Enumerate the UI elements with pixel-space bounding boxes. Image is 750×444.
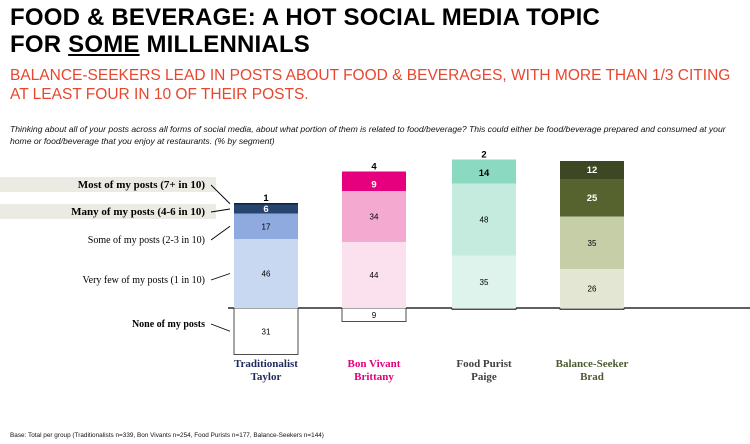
legend-leader-0	[210, 184, 231, 205]
bar-s1-c0	[234, 239, 298, 308]
bar-s4-c2	[452, 159, 516, 163]
bar-s4-c1	[342, 171, 406, 178]
category-label-1-line-1: Brittany	[354, 371, 394, 383]
bar-s2-c3	[560, 216, 624, 269]
data-label-s4-c2: 2	[481, 150, 486, 161]
legend-leader-4	[210, 323, 231, 332]
legend-leader-2	[210, 225, 231, 241]
data-label-s2-c2: 48	[480, 216, 489, 225]
data-label-none-0: 31	[262, 327, 271, 336]
bar-s2-c0	[234, 213, 298, 239]
data-label-s1-c0: 46	[262, 270, 271, 279]
category-label-3-line-0: Balance-Seeker	[556, 358, 629, 370]
bar-s4-c0	[234, 203, 298, 205]
data-label-s1-c3: 26	[588, 285, 597, 294]
legend-band-0	[0, 177, 216, 192]
data-label-s4-c1: 4	[371, 162, 377, 173]
legend-band-1	[0, 204, 216, 219]
category-label-0-line-1: Taylor	[251, 371, 282, 383]
subtitle: BALANCE-SEEKERS LEAD IN POSTS ABOUT FOOD…	[10, 67, 731, 103]
legend-label-4: None of my posts	[132, 319, 205, 330]
data-label-s3-c0: 6	[263, 204, 268, 215]
bar-s3-c3	[560, 179, 624, 217]
bar-s4-c3	[560, 161, 624, 179]
data-label-s3-c1: 9	[371, 179, 376, 190]
legend-leader-1	[210, 208, 231, 213]
bar-s1-c2	[452, 255, 516, 308]
bar-s3-c2	[452, 162, 516, 184]
title-line-2-suffix: MILLENNIALS	[139, 31, 311, 58]
title-line-2-prefix: FOR	[10, 31, 69, 58]
data-label-s3-c2: 14	[479, 168, 490, 179]
data-label-s2-c1: 34	[370, 213, 379, 222]
category-label-1-line-0: Bon Vivant	[348, 358, 401, 370]
category-label-2-line-1: Paige	[471, 371, 497, 383]
legend-label-1: Many of my posts (4-6 in 10)	[71, 206, 205, 218]
bar-none-0	[233, 307, 299, 355]
legend-label-2: Some of my posts (2-3 in 10)	[88, 235, 205, 246]
data-label-s2-c0: 17	[262, 222, 271, 231]
data-label-s1-c2: 35	[480, 278, 489, 287]
legend-label-0: Most of my posts (7+ in 10)	[78, 179, 206, 191]
title-emphasis: SOME	[68, 31, 140, 58]
bar-s2-c1	[342, 191, 406, 242]
title-line-1: FOOD & BEVERAGE: A HOT SOCIAL MEDIA TOPI…	[10, 4, 601, 31]
category-label-2-line-0: Food Purist	[456, 358, 512, 370]
base-note: Base: Total per group (Traditionalists n…	[10, 432, 324, 439]
category-label-0-line-0: Traditionalist	[234, 358, 298, 370]
bar-none-3	[559, 307, 625, 310]
bar-none-2	[451, 307, 517, 310]
data-label-s4-c3: 12	[587, 165, 598, 176]
bar-s1-c3	[560, 269, 624, 308]
category-label-3-line-1: Brad	[580, 371, 604, 383]
page-title: FOOD & BEVERAGE: A HOT SOCIAL MEDIA TOPI…	[10, 4, 740, 58]
bar-s1-c1	[342, 242, 406, 308]
survey-question: Thinking about all of your posts across …	[10, 124, 726, 146]
data-label-s1-c1: 44	[370, 271, 379, 280]
bar-s3-c0	[234, 204, 298, 214]
data-label-s3-c3: 25	[587, 193, 598, 204]
data-label-s4-c0: 1	[263, 193, 269, 204]
bar-s2-c2	[452, 183, 516, 256]
legend-leader-3	[210, 273, 231, 281]
data-label-s2-c3: 35	[588, 239, 597, 248]
bar-s3-c1	[342, 177, 406, 191]
data-label-none-1: 9	[372, 311, 377, 320]
legend-label-3: Very few of my posts (1 in 10)	[83, 275, 205, 286]
